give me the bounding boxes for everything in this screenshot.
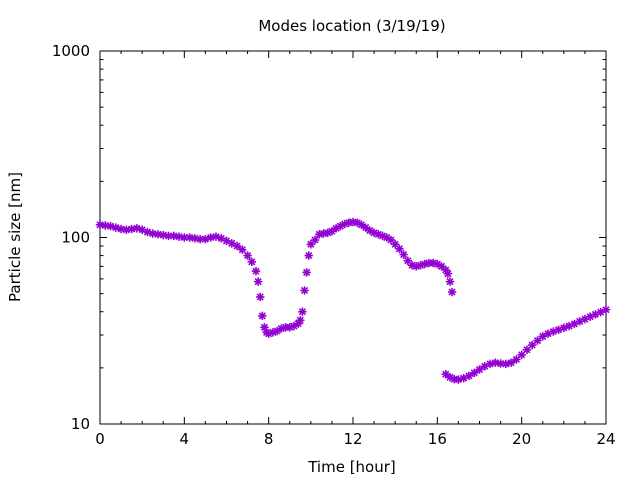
x-axis: 0 4 8 12 16 20 24 (95, 51, 616, 448)
data-point (127, 224, 136, 234)
data-point (111, 223, 121, 232)
data-point (506, 358, 516, 367)
data-point (185, 233, 194, 242)
y-axis-label: Particle size [nm] (6, 172, 24, 302)
data-point (533, 336, 542, 345)
data-point (296, 316, 305, 325)
chart-title: Modes location (3/19/19) (258, 17, 445, 35)
data-point (258, 311, 267, 321)
data-point (302, 268, 311, 277)
data-point (243, 251, 252, 260)
data-point (475, 365, 484, 374)
data-point (445, 277, 455, 286)
data-point (517, 350, 526, 359)
data-point (106, 221, 115, 231)
x-tick-label: 8 (264, 430, 274, 448)
data-point (454, 375, 463, 384)
data-point (501, 359, 511, 369)
data-point (148, 229, 157, 238)
data-point (253, 277, 263, 286)
data-point (195, 234, 205, 244)
data-point (298, 307, 307, 316)
data-point (485, 359, 495, 369)
y-tick-label: 1000 (52, 42, 90, 60)
data-point (238, 245, 247, 254)
data-point (174, 232, 184, 241)
data-point (256, 292, 265, 302)
data-point (159, 230, 168, 240)
data-point (403, 256, 413, 266)
y-tick-label: 10 (71, 415, 90, 433)
data-point (528, 340, 537, 350)
data-point (447, 287, 457, 297)
data-point (480, 362, 489, 371)
data-point (512, 355, 521, 364)
x-tick-label: 20 (512, 430, 531, 448)
data-points (95, 217, 611, 384)
data-point (206, 233, 215, 242)
data-point (132, 224, 142, 233)
y-axis: 10 100 1000 (52, 42, 606, 433)
data-point (101, 221, 110, 230)
data-point (399, 250, 408, 259)
data-point (580, 314, 590, 324)
data-point (601, 305, 611, 314)
data-point (251, 266, 261, 276)
data-point (300, 286, 309, 295)
data-point (522, 345, 532, 354)
data-point (470, 368, 479, 378)
data-point (190, 234, 200, 243)
x-tick-label: 24 (596, 430, 615, 448)
data-point (491, 358, 500, 367)
data-point (247, 257, 256, 267)
data-point (464, 371, 474, 381)
x-tick-label: 0 (95, 430, 105, 448)
data-point (310, 235, 320, 245)
data-point (143, 227, 152, 237)
data-point (95, 220, 105, 229)
data-point (443, 269, 453, 278)
x-tick-label: 4 (180, 430, 190, 448)
x-tick-label: 12 (343, 430, 362, 448)
data-point (232, 241, 242, 251)
data-point (395, 244, 404, 253)
y-tick-label: 100 (61, 229, 90, 247)
data-point (304, 251, 313, 260)
x-tick-label: 16 (428, 430, 447, 448)
x-axis-label: Time [hour] (307, 458, 396, 476)
